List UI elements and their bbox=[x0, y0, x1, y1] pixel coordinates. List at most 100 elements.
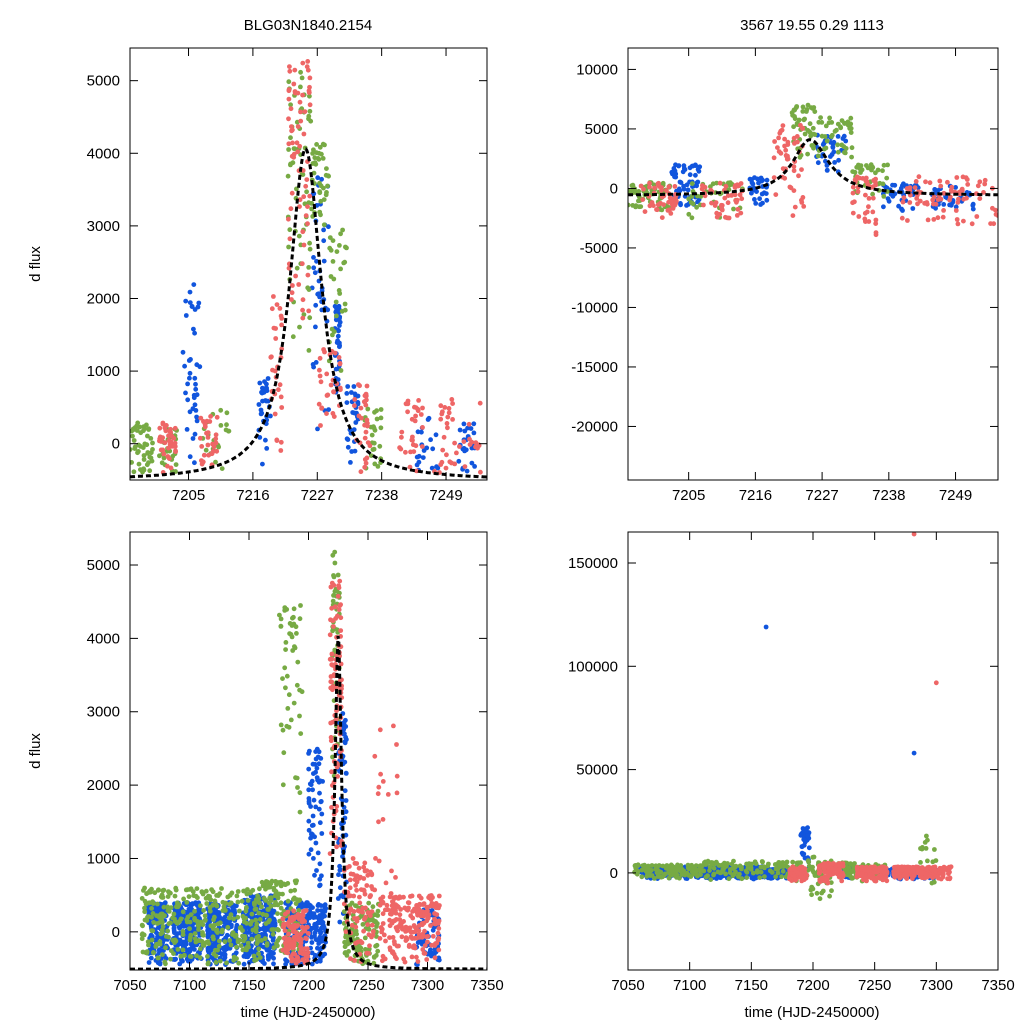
point-red bbox=[413, 413, 418, 419]
point-red bbox=[353, 883, 358, 888]
point-green bbox=[858, 170, 863, 175]
point-red bbox=[927, 180, 933, 186]
point-red bbox=[317, 355, 323, 361]
point-green bbox=[214, 928, 219, 934]
point-green bbox=[826, 120, 832, 126]
point-red bbox=[276, 387, 281, 393]
point-green bbox=[149, 886, 154, 892]
point-green bbox=[639, 874, 645, 880]
point-red bbox=[656, 183, 661, 188]
point-green bbox=[662, 871, 668, 877]
point-red bbox=[198, 415, 204, 421]
point-blue bbox=[430, 446, 436, 452]
point-green bbox=[286, 147, 291, 152]
point-blue bbox=[806, 845, 812, 851]
point-red bbox=[286, 116, 291, 122]
point-green bbox=[342, 950, 348, 956]
x-tick-label: 7050 bbox=[113, 977, 146, 994]
point-red bbox=[336, 607, 342, 613]
point-red bbox=[358, 405, 364, 411]
point-blue bbox=[424, 445, 430, 451]
point-red bbox=[717, 180, 723, 186]
point-red bbox=[297, 197, 303, 203]
point-green bbox=[371, 446, 377, 452]
point-red bbox=[779, 127, 785, 133]
point-green bbox=[260, 883, 266, 889]
point-green bbox=[194, 953, 199, 959]
point-red bbox=[642, 209, 648, 215]
point-red bbox=[414, 935, 420, 941]
point-red bbox=[771, 175, 777, 181]
point-blue bbox=[193, 408, 199, 413]
point-red bbox=[780, 123, 786, 128]
point-green bbox=[652, 876, 657, 881]
point-green bbox=[165, 904, 171, 910]
point-green bbox=[332, 560, 338, 566]
point-blue bbox=[340, 797, 345, 803]
point-green bbox=[207, 908, 213, 914]
right-title: 3567 19.55 0.29 1113 bbox=[740, 17, 884, 34]
point-red bbox=[300, 913, 306, 919]
point-blue bbox=[311, 265, 317, 271]
point-red bbox=[396, 904, 401, 910]
point-green bbox=[285, 881, 291, 886]
point-green bbox=[731, 206, 736, 212]
point-green bbox=[363, 947, 368, 952]
point-blue bbox=[177, 961, 183, 967]
point-red bbox=[329, 679, 335, 685]
point-red bbox=[343, 929, 349, 935]
point-green bbox=[290, 334, 296, 340]
point-red bbox=[419, 921, 425, 926]
point-blue bbox=[318, 908, 324, 913]
point-green bbox=[285, 898, 291, 904]
point-red bbox=[414, 954, 419, 960]
point-red bbox=[664, 188, 669, 193]
point-green bbox=[343, 925, 349, 931]
point-red bbox=[380, 900, 386, 906]
model-curve bbox=[130, 147, 487, 479]
point-red bbox=[441, 434, 447, 440]
point-red bbox=[394, 790, 400, 796]
point-green bbox=[884, 175, 890, 181]
point-green bbox=[162, 913, 168, 918]
point-blue bbox=[309, 961, 315, 967]
point-red bbox=[352, 403, 357, 409]
point-green bbox=[278, 722, 284, 728]
point-red bbox=[364, 383, 370, 389]
point-green bbox=[160, 952, 165, 957]
point-red bbox=[289, 297, 294, 302]
point-green bbox=[655, 867, 660, 873]
point-red bbox=[398, 895, 403, 900]
point-red bbox=[435, 937, 441, 943]
point-red bbox=[322, 349, 327, 355]
point-red bbox=[387, 945, 393, 951]
point-red bbox=[922, 200, 927, 206]
point-blue bbox=[306, 751, 311, 756]
point-green bbox=[227, 892, 233, 898]
point-green bbox=[848, 130, 854, 136]
point-blue bbox=[802, 855, 808, 861]
point-green bbox=[171, 951, 176, 956]
point-green bbox=[146, 890, 151, 895]
point-red bbox=[422, 951, 428, 956]
point-blue bbox=[265, 376, 271, 381]
point-green bbox=[206, 960, 211, 966]
point-green bbox=[723, 871, 728, 877]
point-red bbox=[338, 387, 343, 393]
point-blue bbox=[186, 906, 192, 912]
point-green bbox=[253, 917, 259, 923]
point-red bbox=[289, 153, 295, 159]
point-blue bbox=[342, 788, 348, 794]
point-green bbox=[834, 127, 839, 133]
point-blue bbox=[312, 872, 317, 878]
point-green bbox=[334, 313, 339, 319]
point-green bbox=[342, 944, 348, 950]
point-blue bbox=[311, 255, 316, 260]
point-red bbox=[444, 452, 449, 458]
point-red bbox=[941, 208, 946, 213]
point-red bbox=[332, 604, 338, 610]
point-red bbox=[378, 925, 384, 930]
point-green bbox=[342, 301, 348, 307]
point-green bbox=[374, 408, 379, 414]
point-blue bbox=[265, 954, 271, 960]
